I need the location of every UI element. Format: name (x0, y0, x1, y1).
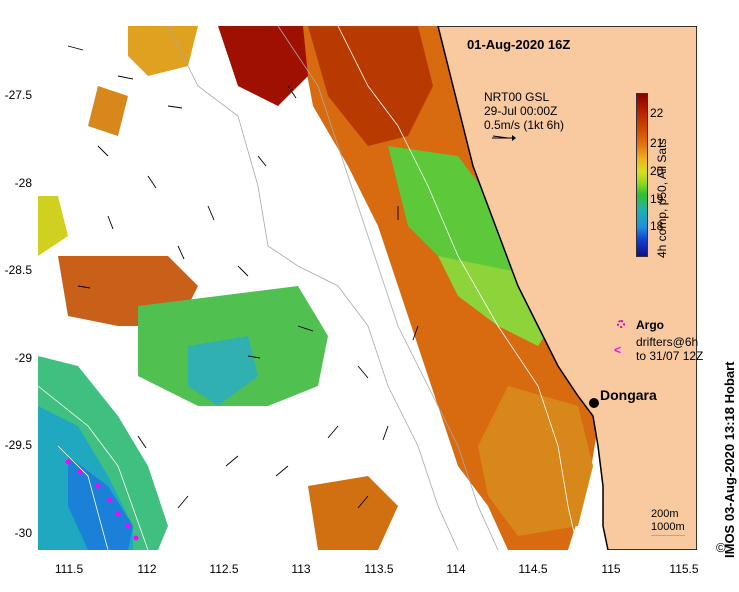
depth-contours (167, 26, 499, 550)
lat-tick: -27.5 (4, 88, 32, 102)
land (437, 26, 697, 550)
argo-legend-label: Argo (636, 318, 664, 332)
lon-tick: 112 (137, 562, 157, 576)
credit-text: IMOS 03-Aug-2020 13:18 Hobart (722, 361, 737, 558)
colorbar (636, 93, 648, 257)
depth-legend-200: 200m (651, 508, 679, 520)
drifter-track (65, 459, 139, 541)
place-label: Dongara (600, 387, 657, 403)
depth-legend-line (651, 535, 685, 536)
argo-float-icon (617, 320, 625, 328)
sst-field (38, 26, 598, 550)
lon-tick: 112.5 (209, 562, 239, 576)
lon-tick: 115.5 (669, 562, 699, 576)
lon-tick: 111.5 (54, 562, 84, 576)
colorbar-tick: 21 (650, 136, 664, 150)
drifter-legend-line2: to 31/07 12Z (636, 349, 704, 363)
current-vectors (67, 45, 509, 509)
town-dot-icon (589, 398, 599, 408)
lat-tick: -29 (14, 351, 32, 365)
colorbar-tick: 22 (650, 106, 664, 120)
map-title: 01-Aug-2020 16Z (467, 37, 571, 52)
lon-tick: 113.5 (364, 562, 394, 576)
lon-tick: 114.5 (518, 562, 548, 576)
depth-legend-1000: 1000m (651, 521, 685, 533)
thermal-contours (38, 26, 579, 550)
lon-tick: 115 (601, 562, 621, 576)
colorbar-tick: 19 (650, 192, 664, 206)
lat-tick: -28 (14, 176, 32, 190)
drifter-legend-line1: drifters@6h (636, 335, 699, 349)
sst-map (38, 26, 697, 550)
lon-tick: 114 (446, 562, 466, 576)
colorbar-label: 4h comp, p50, All Sats (655, 138, 669, 258)
scale-arrow-icon (492, 135, 516, 141)
lat-tick: -30 (14, 526, 32, 540)
lon-tick: 113 (291, 562, 311, 576)
colorbar-tick: 20 (650, 164, 664, 178)
copyright-icon: © (716, 540, 726, 555)
colorbar-tick: 18 (650, 219, 664, 233)
drifter-arrow-icon: < (614, 343, 622, 357)
nrt-label-line3: 0.5m/s (1kt 6h) (484, 118, 565, 132)
map-frame (38, 26, 697, 550)
lat-tick: -29.5 (4, 438, 32, 452)
nrt-label-line2: 29-Jul 00:00Z (484, 104, 558, 118)
lat-tick: -28.5 (4, 263, 32, 277)
nrt-label-line1: NRT00 GSL (484, 90, 550, 104)
